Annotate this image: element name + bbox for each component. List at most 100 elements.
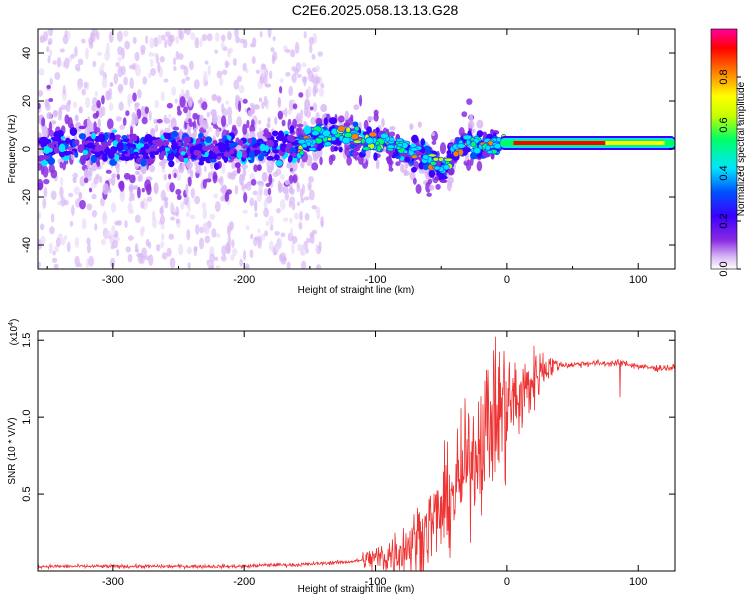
spectrogram-blob xyxy=(223,153,232,158)
spectrogram-blob xyxy=(330,154,336,162)
spectrogram-blob xyxy=(263,198,268,210)
spectrogram-blob xyxy=(208,265,215,269)
spectrogram-blob xyxy=(100,197,105,207)
spectrogram-blob xyxy=(193,79,200,90)
spectrogram-blob xyxy=(169,257,176,269)
spectrogram-blob xyxy=(207,171,212,180)
snr-scale-prefix: (x10 xyxy=(9,325,20,345)
spectrogram-blob xyxy=(221,69,228,75)
spectrogram-blob xyxy=(181,78,186,84)
spectrogram-blob xyxy=(91,132,96,140)
spectrogram-blob xyxy=(134,51,140,62)
spectrogram-blob xyxy=(58,143,66,153)
spectrogram-blob xyxy=(198,237,205,250)
spectrogram-blob xyxy=(149,151,154,157)
spectrogram-blob xyxy=(46,84,51,90)
spectrogram-blob xyxy=(272,36,276,42)
spectrogram-blob xyxy=(288,186,294,194)
snr-plot xyxy=(38,336,675,571)
spectrogram-blob xyxy=(153,182,159,195)
spectrogram-blob xyxy=(146,196,153,203)
spectrogram-blob xyxy=(116,142,124,152)
spectrogram-blob xyxy=(71,204,75,216)
spectrogram-blob xyxy=(170,216,176,221)
spectrogram-blob xyxy=(166,247,172,257)
spectrogram-blob xyxy=(102,183,109,195)
spectrogram-blob xyxy=(373,113,379,122)
spectrogram-blob xyxy=(79,199,86,210)
spectrogram-blob xyxy=(109,158,118,166)
spectrogram-blob xyxy=(320,104,328,113)
x-tick-label: 100 xyxy=(629,576,647,588)
spectrogram-blob xyxy=(111,225,116,234)
spectrogram-blob xyxy=(178,164,185,174)
spectrogram-blob xyxy=(439,142,447,155)
spectrogram-blob xyxy=(168,173,172,180)
spectrogram-blob xyxy=(67,99,72,106)
spectrogram-blob xyxy=(82,149,89,156)
spectrogram-blob xyxy=(300,109,304,120)
spectrogram-blob xyxy=(68,56,73,63)
colorbar-tick-label: 0.8 xyxy=(718,69,730,84)
spectrogram-blob xyxy=(375,159,380,170)
spectrogram-blob xyxy=(127,202,133,213)
spectrogram-blob xyxy=(169,34,175,43)
spectrogram-blob xyxy=(46,112,53,120)
spectrogram-blob xyxy=(231,239,235,248)
spectrogram-blob xyxy=(50,213,55,223)
spectrogram-blob xyxy=(43,178,50,185)
spectrogram-blob xyxy=(128,184,133,192)
spectrogram-blob xyxy=(296,123,304,128)
spectrogram-blob xyxy=(380,132,389,139)
spectrogram-blob xyxy=(226,189,232,195)
spectrogram-blob xyxy=(44,98,50,108)
spectrogram-blob xyxy=(278,86,283,94)
spectrogram-blob xyxy=(202,208,208,220)
spectrogram-blob xyxy=(185,183,189,196)
spectrogram-blob xyxy=(254,199,258,212)
spectrogram-blob xyxy=(300,245,307,256)
spectrogram-blob xyxy=(175,218,180,224)
spectrogram-blob xyxy=(91,104,97,112)
spectrogram-blob xyxy=(249,249,254,259)
spectrogram-blob xyxy=(288,154,293,162)
spectrogram-blob xyxy=(114,134,121,140)
spectrogram-blob xyxy=(144,106,149,115)
colorbar-gradient xyxy=(710,28,738,270)
spectrogram-blob xyxy=(250,119,255,128)
spectrogram-blob xyxy=(289,196,296,205)
spectrogram-blob xyxy=(46,45,50,53)
spectrogram-blob xyxy=(99,65,105,77)
spectrogram-blob xyxy=(271,55,276,65)
spectrogram-blob xyxy=(77,58,84,66)
spectrogram-blob xyxy=(129,174,136,184)
spectrogram-blob xyxy=(92,60,97,68)
spectrogram-blob xyxy=(297,73,302,78)
spectrogram-blob xyxy=(286,134,295,142)
spectrogram-blob xyxy=(115,116,122,122)
spectrogram-blob xyxy=(286,261,291,269)
spectrogram-blob xyxy=(198,160,205,166)
spectrogram-blob xyxy=(304,98,311,111)
spectrogram-blob xyxy=(128,235,134,241)
spectrogram-blob xyxy=(106,118,114,130)
spectrogram-blob xyxy=(43,186,48,198)
spectrogram-blob xyxy=(330,145,335,153)
spectrogram-blob xyxy=(297,243,302,252)
spectrogram-blob xyxy=(102,210,107,220)
spectrogram-blob xyxy=(354,126,360,132)
colorbar-tick-label: 0.2 xyxy=(718,213,730,228)
y-tick-label: -40 xyxy=(21,237,33,253)
spectrogram-blob xyxy=(300,197,305,203)
spectrogram-blob xyxy=(78,106,83,114)
spectrogram-blob xyxy=(132,36,137,45)
spectrogram-blob xyxy=(114,153,120,162)
spectrogram-blob xyxy=(214,256,218,262)
spectrogram-blob xyxy=(168,160,175,168)
spectrogram-blob xyxy=(108,102,114,111)
spectrogram-blob xyxy=(40,144,46,148)
spectrogram-blob xyxy=(237,100,242,113)
spectrogram-blob xyxy=(476,119,484,129)
spectrogram-blob xyxy=(59,186,64,199)
